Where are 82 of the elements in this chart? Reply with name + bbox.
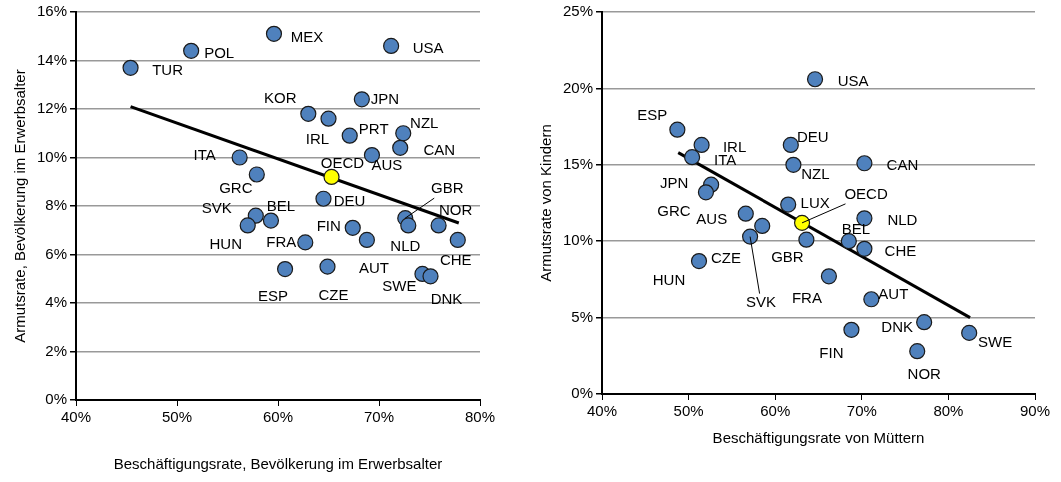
y-tick-label: 6% [45, 244, 68, 262]
x-tick-label: 90% [1019, 402, 1051, 420]
annotation: FIN [316, 216, 341, 234]
annotation: USA [837, 72, 869, 90]
y-axis-title: Armutsrate, Bevölkerung im Erwerbsalter [11, 69, 29, 343]
annotation: JPN [659, 173, 689, 191]
annotation: OECD [844, 185, 888, 202]
annotation: HUN [209, 234, 242, 252]
annotation: BEL [266, 196, 296, 214]
y-tick-label: 25% [562, 2, 594, 20]
y-tick-label: 15% [562, 154, 594, 172]
annotation: DNK [430, 290, 463, 308]
x-tick-label: 40% [587, 402, 618, 420]
annotation: ESP [258, 287, 289, 305]
annotation: CZE [711, 249, 742, 267]
annotation: ITA [193, 145, 216, 163]
x-tick-label: 40% [61, 408, 92, 426]
x-tick-label: 70% [846, 402, 877, 420]
y-tick-label: 0% [45, 390, 68, 408]
y-tick-label: 10% [562, 231, 594, 249]
annotation: DEU [333, 191, 366, 209]
annotation: AUS [371, 156, 403, 174]
annotation: SWE [382, 277, 417, 295]
annotation: NLD [390, 236, 421, 254]
annotation: AUT [878, 285, 909, 303]
y-tick-label: 5% [571, 307, 594, 325]
annotation: SWE [978, 333, 1013, 351]
annotation: OECD [320, 154, 365, 172]
annotation: SVK [201, 198, 232, 216]
annotation: POL [204, 43, 235, 61]
annotation: PRT [358, 119, 389, 137]
y-tick-label: 0% [571, 384, 594, 402]
annotation: USA [412, 39, 444, 57]
annotation: CHE [439, 251, 472, 269]
annotation: SVK [746, 292, 777, 310]
annotation: NZL [410, 114, 439, 132]
annotation: FIN [819, 343, 844, 361]
annotation: AUT [358, 259, 389, 277]
annotation: TUR [152, 60, 184, 78]
annotation: NZL [801, 164, 830, 182]
y-axis-title: Armutsrate von Kindern [537, 124, 555, 282]
annotation: DEU [796, 128, 829, 146]
y-tick-label: 12% [36, 99, 68, 117]
annotation: GBR [431, 179, 464, 197]
annotation: LUX [800, 193, 830, 211]
x-tick-label: 50% [673, 402, 704, 420]
annotation: IRL [305, 129, 330, 147]
annotation: GBR [771, 247, 804, 265]
annotation: JPN [370, 90, 400, 108]
annotation: NLD [887, 211, 918, 229]
y-tick-label: 14% [36, 50, 68, 68]
x-axis-title: Beschäftigungsrate von Müttern [712, 429, 925, 447]
y-tick-label: 20% [562, 78, 594, 96]
annotation: GRC [657, 202, 691, 220]
x-tick-label: 60% [760, 402, 791, 420]
annotation: CAN [886, 156, 919, 174]
annotation: HUN [652, 271, 686, 289]
y-tick-label: 10% [36, 147, 68, 165]
annotation: FRA [791, 289, 822, 307]
annotation: GRC [219, 178, 253, 196]
annotation: BEL [841, 220, 870, 238]
annotation: DNK [881, 318, 913, 336]
y-tick-label: 2% [45, 341, 68, 359]
x-tick-label: 80% [464, 408, 496, 426]
annotation: AUS [696, 209, 728, 227]
x-axis-title: Beschäftigungsrate, Bevölkerung im Erwerbsalter [113, 455, 443, 473]
annotation: NOR [907, 365, 942, 383]
annotation: ESP [637, 105, 668, 123]
x-tick-label: 70% [363, 408, 395, 426]
y-tick-label: 16% [36, 2, 68, 20]
x-tick-label: 60% [263, 408, 294, 426]
annotation: MEX [290, 27, 324, 45]
annotation: CZE [318, 285, 349, 303]
y-tick-label: 4% [45, 293, 68, 311]
x-tick-label: 50% [162, 408, 193, 426]
annotation: CHE [884, 241, 917, 259]
annotation: CAN [423, 140, 456, 158]
annotation: FRA [266, 232, 297, 250]
annotation: KOR [264, 88, 297, 106]
x-tick-label: 80% [933, 402, 964, 420]
annotation: NOR [438, 200, 473, 218]
y-tick-label: 8% [45, 196, 68, 214]
